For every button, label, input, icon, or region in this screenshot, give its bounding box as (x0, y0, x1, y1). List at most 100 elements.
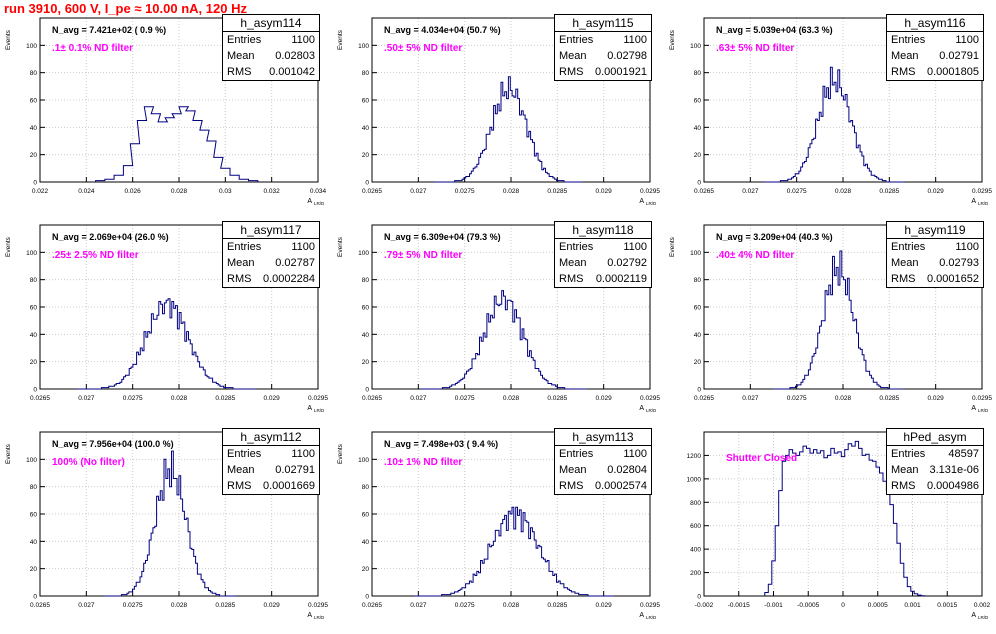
histogram-name: h_asym114 (223, 15, 319, 32)
y-tick-label: 0 (697, 387, 701, 394)
x-tick-label: 0.028 (503, 602, 520, 609)
x-tick-label: 0.0275 (455, 395, 475, 402)
histogram-series (95, 106, 259, 182)
stats-box: h_asym113 Entries 1100 Mean 0.02804 RMS 0.0002… (554, 428, 652, 495)
x-tick-label: 0.026 (125, 188, 142, 195)
x-tick-label: 0.0275 (123, 602, 143, 609)
y-tick-label: 40 (362, 539, 370, 546)
stat-row-rms: RMS 0.0002284 (223, 271, 319, 287)
stat-row-mean: Mean 0.02804 (555, 462, 651, 478)
stat-label: RMS (891, 273, 916, 285)
x-tick-label: 0.03 (219, 188, 232, 195)
x-tick-label: 0.027 (78, 395, 95, 402)
x-tick-label: 0.001 (904, 602, 921, 609)
y-tick-label: 800 (690, 500, 701, 507)
x-tick-label: 0.028 (503, 395, 520, 402)
stat-value: 1100 (955, 34, 979, 46)
y-tick-label: 100 (26, 457, 37, 464)
y-tick-label: 80 (362, 70, 370, 77)
x-tick-label: 0.0265 (362, 395, 382, 402)
y-tick-label: 40 (30, 539, 38, 546)
histogram-name: h_asym112 (223, 429, 319, 446)
filter-label: 100% (No filter) (52, 457, 125, 468)
x-axis-label: A (639, 405, 644, 412)
y-tick-label: 60 (694, 98, 702, 105)
y-axis-label: Events (5, 29, 12, 50)
stat-label: Entries (559, 448, 594, 460)
x-tick-label: 0.0275 (455, 602, 475, 609)
y-tick-label: 0 (365, 180, 369, 187)
x-tick-label: 0.0005 (868, 602, 888, 609)
x-tick-label: 0.0265 (30, 395, 50, 402)
stat-label: RMS (891, 480, 916, 492)
y-tick-label: 80 (694, 277, 702, 284)
y-tick-label: 100 (26, 43, 37, 50)
x-tick-label: 0.028 (171, 602, 188, 609)
x-tick-label: 0.0265 (362, 188, 382, 195)
histogram-panel: 0.0265 0.027 0.0275 0.028 0.0285 0.029 0.0295 0… (664, 14, 994, 220)
x-tick-label: -0.002 (695, 602, 714, 609)
stat-row-rms: RMS 0.0001669 (223, 478, 319, 494)
run-title: run 3910, 600 V, I_pe ≈ 10.00 nA, 120 Hz (4, 1, 247, 16)
y-axis-label: Events (337, 29, 344, 50)
y-tick-label: 20 (362, 566, 370, 573)
navg-label: N_avg = 6.309e+04 (79.3 %) (384, 232, 501, 242)
stat-label: Mean (227, 257, 255, 269)
x-tick-label: 0.0275 (123, 395, 143, 402)
x-tick-label: 0.0295 (640, 602, 660, 609)
stat-value: 1100 (623, 448, 647, 460)
stat-value: 1100 (955, 241, 979, 253)
y-tick-label: 0 (365, 594, 369, 601)
x-tick-label: 0.029 (596, 602, 613, 609)
filter-label: .63± 5% ND filter (716, 43, 795, 54)
histogram-panel: 0.0265 0.027 0.0275 0.028 0.0285 0.029 0.0295 0… (0, 221, 330, 427)
y-tick-label: 0 (33, 387, 37, 394)
stat-row-entries: Entries 48597 (887, 446, 983, 462)
stat-label: Entries (891, 448, 926, 460)
x-tick-label: 0.029 (928, 395, 945, 402)
y-tick-label: 0 (365, 387, 369, 394)
x-tick-label: 0.0285 (879, 395, 899, 402)
stat-row-entries: Entries 1100 (887, 239, 983, 255)
filter-label: .10± 1% ND filter (384, 457, 463, 468)
histogram-series (763, 66, 905, 183)
y-tick-label: 40 (362, 332, 370, 339)
stat-value: 0.0002574 (595, 480, 647, 492)
stat-value: 0.02793 (939, 257, 979, 269)
y-tick-label: 0 (33, 594, 37, 601)
x-tick-label: 0.024 (78, 188, 95, 195)
stat-label: Entries (227, 241, 262, 253)
y-tick-label: 200 (690, 570, 701, 577)
x-tick-label: 0.0285 (547, 395, 567, 402)
y-tick-label: 40 (30, 332, 38, 339)
stat-label: Mean (891, 464, 919, 476)
x-tick-label: 0.0265 (30, 602, 50, 609)
stat-value: 0.02804 (607, 464, 647, 476)
stat-label: Entries (227, 34, 262, 46)
stat-label: RMS (891, 66, 916, 78)
x-tick-label: 0.0295 (972, 395, 992, 402)
y-axis-label: Events (5, 443, 12, 464)
y-tick-label: 60 (30, 98, 38, 105)
histogram-name: h_asym118 (555, 222, 651, 239)
y-tick-label: 1000 (687, 476, 702, 483)
x-axis-subscript: LR/D (978, 408, 989, 413)
stats-box: h_asym118 Entries 1100 Mean 0.02792 RMS 0.0002… (554, 221, 652, 288)
stat-value: 3.131e-06 (929, 464, 979, 476)
x-tick-label: 0.027 (742, 395, 759, 402)
stat-label: RMS (559, 480, 584, 492)
y-axis-label: Events (669, 236, 676, 257)
y-tick-label: 60 (694, 305, 702, 312)
stat-row-entries: Entries 1100 (555, 239, 651, 255)
stat-label: RMS (227, 480, 252, 492)
x-tick-label: 0.029 (264, 395, 281, 402)
x-tick-label: 0.029 (928, 188, 945, 195)
x-tick-label: 0.028 (835, 395, 852, 402)
x-tick-label: -0.001 (764, 602, 783, 609)
navg-label: N_avg = 3.209e+04 (40.3 %) (716, 232, 833, 242)
histogram-series (434, 76, 583, 183)
histogram-panel: -0.002 -0.0015 -0.001 -0.0005 0 0.0005 0.001 0.… (664, 428, 994, 634)
stat-value: 0.0002284 (263, 273, 315, 285)
x-tick-label: 0.0275 (455, 188, 475, 195)
navg-label: N_avg = 5.039e+04 (63.3 %) (716, 25, 833, 35)
